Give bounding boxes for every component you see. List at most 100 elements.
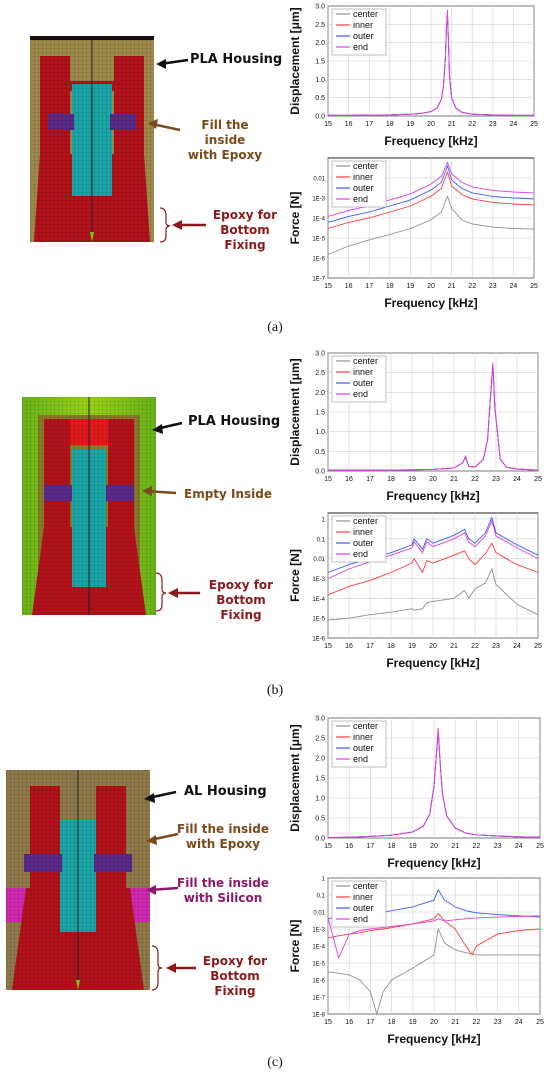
silicon-label-c-line2: with Silicon	[183, 891, 263, 905]
y-tick-label: 1E-3	[312, 197, 325, 203]
pointer-arrows-b	[142, 421, 200, 612]
y-tick-label: 1E-5	[312, 237, 325, 243]
y-tick-label: 1E-6	[312, 257, 325, 263]
y-tick-label: 1E-3	[312, 577, 325, 583]
x-tick-label: 19	[408, 643, 416, 650]
legend-label-inner: inner	[353, 367, 373, 377]
y-axis-label: Force [N]	[288, 192, 302, 245]
x-tick-label: 19	[409, 1019, 417, 1026]
y-axis-label: Displacement [μm]	[288, 358, 302, 465]
y-tick-label: 1E-7	[312, 996, 325, 1002]
x-tick-label: 21	[448, 121, 456, 128]
y-axis-label: Force [N]	[288, 920, 302, 973]
y-tick-label: 1.5	[315, 59, 325, 66]
series-line-center	[327, 567, 539, 621]
y-tick-label: 1E-5	[312, 617, 325, 623]
x-tick-label: 15	[324, 283, 332, 290]
housing-label-a: PLA Housing	[190, 52, 283, 67]
x-tick-label: 22	[468, 283, 476, 290]
legend-label-center: center	[353, 161, 378, 171]
legend-label-end: end	[353, 194, 368, 204]
x-tick-label: 20	[430, 1019, 438, 1026]
silicon-label-c: Fill the inside with Silicon	[176, 876, 270, 906]
bottom-label-a-line2: Bottom Fixing	[220, 223, 270, 252]
y-tick-label: 0.0	[315, 114, 325, 121]
x-tick-label: 22	[473, 1019, 481, 1026]
x-tick-label: 23	[492, 476, 500, 483]
fill-label-c-line1: Fill the inside	[177, 822, 269, 836]
legend-label-inner: inner	[353, 20, 373, 30]
legend-label-end: end	[353, 389, 368, 399]
y-axis-label: Force [N]	[288, 549, 302, 602]
x-tick-label: 25	[534, 476, 542, 483]
legend-label-center: center	[353, 881, 378, 891]
x-tick-label: 25	[536, 1019, 544, 1026]
chart-b-force: 15 16 17 18 19 20 21 22 23 24 25 1E-6 1E-5 1E-4 1E-3 0.…	[288, 512, 542, 670]
x-tick-label: 16	[345, 643, 353, 650]
x-tick-label: 16	[345, 121, 353, 128]
legend-label-end: end	[353, 914, 368, 924]
x-tick-label: 24	[513, 476, 521, 483]
fill-label-c-line2: with Epoxy	[185, 837, 261, 851]
bottom-label-b-line1: Epoxy for	[208, 578, 274, 592]
pointer-arrows-a	[148, 58, 206, 243]
x-tick-label: 21	[448, 283, 456, 290]
x-tick-label: 20	[429, 476, 437, 483]
series-line-center	[327, 927, 540, 1016]
x-tick-label: 22	[473, 843, 481, 850]
chart-a-displacement: 15 16 17 18 19 20 21 22 23 24 25 0.0 0.5 1.0 1.5 2.0 2.5…	[288, 4, 538, 149]
x-tick-label: 23	[494, 843, 502, 850]
x-tick-label: 21	[451, 1019, 459, 1026]
y-tick-label: 2.0	[315, 40, 325, 47]
panel-label-c: (c)	[267, 1055, 283, 1070]
legend-label-end: end	[353, 42, 368, 52]
x-tick-label: 24	[515, 843, 523, 850]
y-tick-label: 0.1	[317, 894, 326, 900]
legend-label-center: center	[353, 721, 378, 731]
x-tick-label: 22	[471, 643, 479, 650]
legend-label-outer: outer	[353, 903, 374, 913]
pointer-arrows-c	[144, 790, 196, 991]
x-tick-label: 19	[409, 843, 417, 850]
y-tick-label: 1E-6	[312, 637, 325, 643]
x-tick-label: 25	[530, 283, 538, 290]
series-line-inner	[327, 912, 541, 956]
fill-label-b: Empty Inside	[184, 487, 272, 502]
legend-label-outer: outer	[353, 31, 374, 41]
bottom-label-c-line1: Epoxy for	[202, 954, 268, 968]
bottom-label-c: Epoxy for Bottom Fixing	[190, 954, 280, 999]
legend-label-inner: inner	[353, 892, 373, 902]
x-tick-label: 19	[407, 283, 415, 290]
model-a	[30, 36, 154, 242]
bottom-label-a-line1: Epoxy for	[212, 208, 278, 222]
y-tick-label: 3.0	[315, 351, 325, 358]
legend-label-outer: outer	[353, 183, 374, 193]
x-tick-label: 17	[366, 643, 374, 650]
x-tick-label: 18	[387, 476, 395, 483]
y-tick-label: 0.1	[317, 537, 326, 543]
y-tick-label: 1E-7	[312, 277, 325, 283]
x-tick-label: 16	[345, 283, 353, 290]
x-tick-label: 19	[408, 476, 416, 483]
panel-label-a: (a)	[267, 320, 283, 335]
x-tick-label: 25	[536, 843, 544, 850]
y-tick-label: 1.5	[315, 410, 325, 417]
y-tick-label: 0.01	[313, 557, 325, 563]
x-tick-label: 22	[471, 476, 479, 483]
chart-a-force: 15 16 17 18 19 20 21 22 23 24 25 1E-7 1E-6 1E-5 1E-4 1E…	[288, 157, 538, 310]
x-tick-label: 21	[450, 476, 458, 483]
x-tick-label: 18	[386, 283, 394, 290]
housing-label-c: AL Housing	[184, 784, 267, 799]
x-tick-label: 16	[345, 843, 353, 850]
fill-label-a: Fill the inside with Epoxy	[180, 118, 270, 163]
y-tick-label: 2.0	[315, 390, 325, 397]
x-tick-label: 25	[534, 643, 542, 650]
panel-label-b: (b)	[266, 683, 284, 698]
x-tick-label: 20	[430, 843, 438, 850]
x-tick-label: 23	[492, 643, 500, 650]
legend-label-inner: inner	[353, 527, 373, 537]
x-tick-label: 17	[367, 1019, 375, 1026]
y-tick-label: 1E-4	[312, 217, 325, 223]
